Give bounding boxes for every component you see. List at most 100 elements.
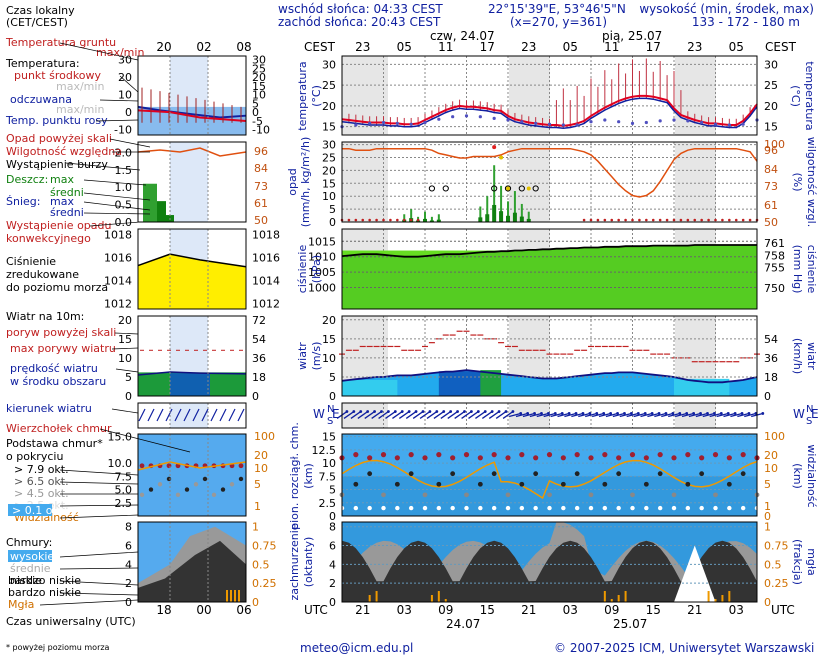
cloud-base-dot	[519, 452, 525, 458]
hum-unit-label: (%)	[791, 172, 804, 191]
hum-tick-label: 50	[764, 216, 778, 229]
wind-arrow	[681, 412, 694, 418]
fog-tick-label: 0.75	[764, 539, 789, 552]
cest-label-r: CEST	[765, 40, 797, 54]
wind-arrow-head	[719, 412, 723, 415]
kmh-tick-label: 18	[764, 371, 778, 384]
local-hour-tick: 23	[521, 40, 536, 54]
legend-text: kierunek wiatru	[6, 402, 92, 415]
wind-arrow	[488, 411, 500, 419]
legend-text: > 4.5 okt.	[14, 487, 69, 500]
mmhg-tick-label: 750	[764, 282, 785, 295]
wind-arrow	[640, 412, 653, 418]
legend-text: Wystąpienie burzy	[6, 158, 108, 171]
wind-arrow-head	[414, 410, 418, 413]
tick-label: 7.5	[319, 470, 337, 483]
rain-bar	[500, 185, 503, 222]
wind-arrow-head	[352, 410, 356, 413]
dew-point	[617, 120, 621, 124]
leader-line	[114, 332, 139, 335]
legend-text: max/min	[56, 103, 104, 116]
no-rain-dot	[721, 218, 724, 222]
tick-label: 0	[329, 596, 336, 609]
rain-mean-bar	[526, 218, 531, 222]
pressure-unit-label: (hPa)	[310, 255, 323, 283]
fog-tick-label: 0.25	[764, 577, 789, 590]
small-fog-bar	[234, 590, 236, 602]
wind-arrow	[578, 412, 591, 418]
rain-bar	[424, 211, 426, 222]
cloud-base-dot	[436, 481, 442, 487]
wind-arrow-head	[726, 412, 730, 415]
small-pres-tick-r: 1016	[252, 252, 280, 265]
no-rain-dot	[645, 218, 648, 222]
small-fog-tick: 0.75	[252, 539, 277, 552]
cloud-base-dot	[533, 471, 539, 477]
utc-hour-tick: 21	[355, 603, 370, 617]
wind-arrow	[536, 412, 549, 418]
small-hum-tick: 61	[254, 197, 268, 210]
legend-text: konwekcyjnego	[6, 232, 91, 245]
high-swatch	[8, 550, 52, 562]
wind-arrow-head	[553, 412, 557, 415]
vis-tick-label: 0	[764, 510, 771, 523]
wind-arrow-head	[435, 410, 439, 413]
sunset: zachód słońca: 20:43 CEST	[278, 15, 441, 29]
no-rain-dot	[589, 218, 593, 222]
cloud-base-dot	[547, 505, 552, 511]
small-cb-dot	[184, 487, 190, 492]
wind-arrow	[723, 412, 736, 418]
compass-s-r: S	[806, 416, 812, 427]
wind-arrow-head	[609, 412, 613, 415]
no-rain-dot	[631, 218, 634, 222]
storm-marker	[491, 185, 498, 192]
small-panel-border	[137, 521, 247, 603]
cloud-base-dot	[740, 505, 746, 511]
wind-arrow	[564, 412, 577, 418]
dew-point	[368, 121, 372, 125]
fog-bar	[721, 595, 724, 602]
rain-bar	[507, 201, 509, 222]
kmh-unit-label: (km/h)	[791, 338, 804, 374]
grid-coordinates: (x=270, y=361)	[510, 15, 607, 29]
tick-label: 10	[322, 457, 336, 470]
utc-hour-tick: 03	[397, 603, 412, 617]
wind-arrow-head	[497, 410, 501, 413]
legend-text: Opad powyżej skali	[6, 132, 112, 145]
tick-label: 15	[322, 333, 336, 346]
cb5-swatch	[8, 504, 52, 516]
small-utc-tick: 18	[156, 603, 171, 617]
wind-arrow	[619, 412, 632, 418]
no-rain-dot	[375, 218, 378, 222]
cloud-base-dot	[685, 505, 691, 511]
legend-text: > 7.9 okt.	[14, 463, 69, 476]
tick-label: 1005	[308, 266, 336, 279]
wind-arrow	[350, 411, 362, 419]
cloud-base-dot	[657, 471, 663, 477]
mmhg-tick-label: 761	[764, 237, 785, 250]
night-shade	[170, 142, 208, 222]
small-fog-tick: 0.25	[252, 577, 277, 590]
mmhg-axis-label: ciśnienie	[805, 245, 818, 294]
tick-label: 0	[329, 510, 336, 523]
rain-bar	[403, 214, 406, 222]
tick-label: 20	[322, 164, 336, 177]
wind-arrow	[357, 411, 369, 419]
cloud-base-dot	[408, 471, 414, 477]
no-rain-dot	[354, 218, 358, 222]
small-vis-tick: 5	[254, 478, 261, 491]
small-vis-tick: 10	[254, 462, 268, 475]
local-hour-tick: 23	[355, 40, 370, 54]
local-hour-tick: 11	[604, 40, 619, 54]
small-cb-dot	[139, 492, 145, 498]
legend-text: w środku obszaru	[10, 375, 106, 388]
small-oktas-tick: 2	[125, 577, 132, 590]
small-rain-tick: 1.0	[115, 181, 133, 194]
dew-point	[630, 121, 635, 125]
small-temp-tick-r: 20	[252, 71, 266, 84]
leader-line	[119, 75, 139, 93]
cloud-base-dot	[629, 452, 636, 458]
small-wind-arrow	[174, 408, 182, 422]
convective-marker	[506, 186, 510, 191]
leader-line	[59, 481, 139, 485]
